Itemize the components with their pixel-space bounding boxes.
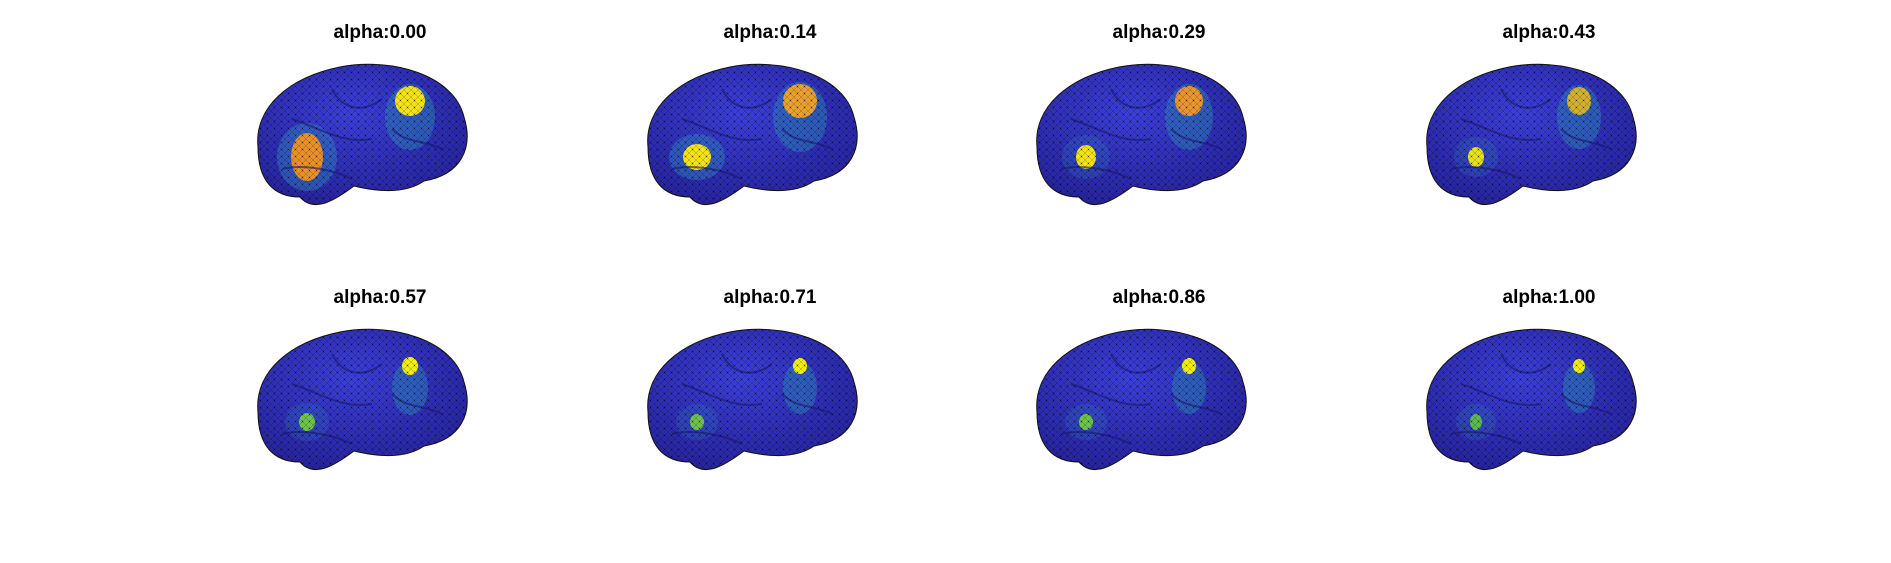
panel-title: alpha:0.43: [1503, 22, 1596, 43]
panel-title: alpha:0.00: [334, 22, 427, 43]
panel-title: alpha:0.86: [1113, 287, 1206, 308]
mesh: [647, 329, 858, 470]
mesh: [257, 329, 468, 470]
brain-surface: [1036, 328, 1247, 471]
mesh: [1426, 64, 1637, 205]
panel-title: alpha:0.71: [724, 287, 817, 308]
mesh: [647, 64, 858, 205]
panel-title: alpha:0.57: [334, 287, 427, 308]
brain-surface: [1426, 63, 1637, 206]
mesh: [257, 64, 468, 205]
mesh: [1036, 329, 1247, 470]
panel-title: alpha:0.29: [1113, 22, 1206, 43]
brain-surface: [1426, 328, 1637, 471]
brain-surface: [647, 328, 858, 471]
brain-surface: [257, 328, 468, 471]
panel-title: alpha:1.00: [1503, 287, 1596, 308]
brain-surface: [257, 63, 468, 206]
panel-title: alpha:0.14: [724, 22, 817, 43]
mesh: [1426, 329, 1637, 470]
mesh: [1036, 64, 1247, 205]
brain-surface: [647, 63, 858, 206]
brain-surface: [1036, 63, 1247, 206]
